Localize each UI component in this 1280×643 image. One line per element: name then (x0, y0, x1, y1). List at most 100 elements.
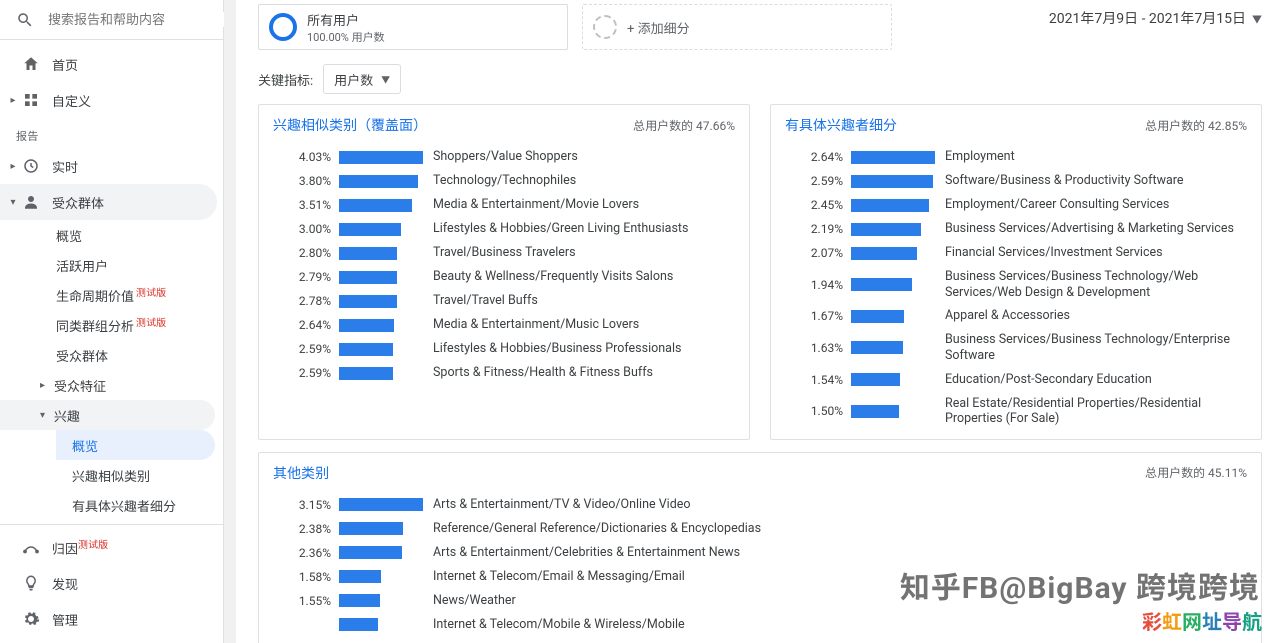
table-row[interactable]: 1.94%Business Services/Business Technolo… (771, 265, 1261, 304)
table-row[interactable]: 2.59%Software/Business & Productivity So… (771, 169, 1261, 193)
nav-audience[interactable]: ▾ 受众群体 (0, 184, 217, 220)
table-row[interactable]: Internet & Telecom/Mobile & Wireless/Mob… (259, 613, 1261, 637)
row-pct: 1.54% (785, 373, 843, 387)
card-affinity: 兴趣相似类别（覆盖面） 总用户数的 47.66% 4.03%Shoppers/V… (258, 104, 750, 440)
bar (339, 498, 423, 511)
row-pct: 3.80% (273, 174, 331, 188)
sidebar-scrollbar[interactable] (224, 0, 236, 643)
nav-custom[interactable]: ▸ 自定义 (0, 82, 223, 118)
nav-audience-audiences[interactable]: 受众群体 (56, 340, 223, 370)
row-label: Real Estate/Residential Properties/Resid… (945, 396, 1247, 427)
nav-user-attr[interactable]: ▸ 受众特征 (0, 370, 223, 400)
bar-wrap (339, 199, 423, 212)
row-pct: 1.63% (785, 341, 843, 355)
nav-interest-overview[interactable]: 概览 (56, 430, 215, 460)
nav-interest-affinity[interactable]: 兴趣相似类别 (72, 460, 223, 490)
card-title[interactable]: 其他类别 (273, 463, 329, 483)
row-label: Employment (945, 149, 1247, 165)
search-input[interactable] (48, 12, 224, 27)
table-row[interactable]: 2.78%Travel/Travel Buffs (259, 289, 749, 313)
caret-icon: ▸ (8, 95, 18, 106)
bar-wrap (339, 546, 423, 559)
table-row[interactable]: 1.55%News/Weather (259, 589, 1261, 613)
nav-attribution[interactable]: 归因测试版 (0, 529, 223, 565)
row-pct: 1.55% (273, 594, 331, 608)
table-row[interactable]: 3.80%Technology/Technophiles (259, 169, 749, 193)
table-row[interactable]: 1.67%Apparel & Accessories (771, 304, 1261, 328)
row-label: Beauty & Wellness/Frequently Visits Salo… (433, 269, 735, 285)
bar-wrap (339, 367, 423, 380)
nav-interest-inmarket[interactable]: 有具体兴趣者细分 (72, 490, 223, 520)
card-other: 其他类别 总用户数的 45.11% 3.15%Arts & Entertainm… (258, 452, 1262, 643)
bar-wrap (851, 373, 935, 386)
bar (339, 343, 393, 356)
table-row[interactable]: 1.50%Real Estate/Residential Properties/… (771, 392, 1261, 431)
nav-admin[interactable]: 管理 (0, 601, 223, 637)
table-row[interactable]: 2.79%Beauty & Wellness/Frequently Visits… (259, 265, 749, 289)
table-row[interactable]: 2.59%Lifestyles & Hobbies/Business Profe… (259, 337, 749, 361)
nav-scroll: 首页 ▸ 自定义 报告 ▸ 实时 ▾ 受众群体 概览 活跃用户 生命周期价值 (0, 40, 223, 524)
nav-realtime[interactable]: ▸ 实时 (0, 148, 223, 184)
metric-value: 用户数 (334, 70, 373, 89)
table-row[interactable]: 1.58%Internet & Telecom/Email & Messagin… (259, 565, 1261, 589)
table-row[interactable]: 3.15%Arts & Entertainment/TV & Video/Onl… (259, 493, 1261, 517)
table-row[interactable]: 4.03%Shoppers/Value Shoppers (259, 145, 749, 169)
sidebar: 首页 ▸ 自定义 报告 ▸ 实时 ▾ 受众群体 概览 活跃用户 生命周期价值 (0, 0, 224, 643)
bar (851, 223, 921, 236)
bar (339, 546, 402, 559)
segment-add[interactable]: + 添加细分 (582, 4, 892, 50)
date-range-selector[interactable]: 2021年7月9日 - 2021年7月15日 ▼ (1049, 4, 1262, 28)
nav-discover[interactable]: 发现 (0, 565, 223, 601)
bar-wrap (339, 175, 423, 188)
card-summary: 总用户数的 45.11% (1145, 464, 1247, 481)
nav-home[interactable]: 首页 (0, 46, 223, 82)
bar (339, 175, 418, 188)
nav-audience-overview[interactable]: 概览 (56, 220, 223, 250)
table-row[interactable]: 2.07%Financial Services/Investment Servi… (771, 241, 1261, 265)
home-icon (20, 55, 42, 73)
bar-wrap (851, 247, 935, 260)
bar-wrap (339, 271, 423, 284)
table-row[interactable]: 1.54%Education/Post-Secondary Education (771, 368, 1261, 392)
attribution-icon (20, 538, 42, 556)
nav-interest[interactable]: ▾ 兴趣 (0, 400, 215, 430)
nav-audience-ltv[interactable]: 生命周期价值 (56, 280, 223, 310)
row-pct: 2.07% (785, 246, 843, 260)
nav-label: 自定义 (52, 91, 91, 110)
chevron-down-icon: ▼ (381, 73, 390, 86)
table-row[interactable]: 2.80%Travel/Business Travelers (259, 241, 749, 265)
row-label: Apparel & Accessories (945, 308, 1247, 324)
nav-label: 发现 (52, 574, 78, 593)
table-row[interactable]: 2.64%Media & Entertainment/Music Lovers (259, 313, 749, 337)
table-row[interactable]: 2.45%Employment/Career Consulting Servic… (771, 193, 1261, 217)
table-row[interactable]: 2.64%Employment (771, 145, 1261, 169)
bar (339, 151, 423, 164)
nav-label: 实时 (52, 157, 78, 176)
nav-audience-active[interactable]: 活跃用户 (56, 250, 223, 280)
table-row[interactable]: 2.36%Arts & Entertainment/Celebrities & … (259, 541, 1261, 565)
table-row[interactable]: 2.59%Sports & Fitness/Health & Fitness B… (259, 361, 749, 385)
row-pct: 2.78% (273, 294, 331, 308)
bar (339, 319, 394, 332)
row-label: Media & Entertainment/Movie Lovers (433, 197, 735, 213)
nav-audience-cohort[interactable]: 同类群组分析 (56, 310, 223, 340)
bar-wrap (851, 223, 935, 236)
table-row[interactable]: 1.63%Business Services/Business Technolo… (771, 328, 1261, 367)
metric-dropdown[interactable]: 用户数 ▼ (323, 64, 401, 94)
row-pct: 2.38% (273, 522, 331, 536)
bar-wrap (851, 405, 935, 418)
card-title[interactable]: 兴趣相似类别（覆盖面） (273, 115, 427, 135)
metric-label: 关键指标: (258, 70, 313, 89)
segment-all-users[interactable]: 所有用户 100.00% 用户数 (258, 4, 568, 50)
table-row[interactable]: 3.51%Media & Entertainment/Movie Lovers (259, 193, 749, 217)
card-title[interactable]: 有具体兴趣者细分 (785, 115, 897, 135)
nav-section-reports: 报告 (0, 118, 223, 148)
table-row[interactable]: 3.00%Lifestyles & Hobbies/Green Living E… (259, 217, 749, 241)
bar-wrap (339, 343, 423, 356)
bar-wrap (851, 310, 935, 323)
row-label: Sports & Fitness/Health & Fitness Buffs (433, 365, 735, 381)
caret-icon: ▾ (40, 410, 54, 421)
row-pct: 3.15% (273, 498, 331, 512)
table-row[interactable]: 2.38%Reference/General Reference/Diction… (259, 517, 1261, 541)
table-row[interactable]: 2.19%Business Services/Advertising & Mar… (771, 217, 1261, 241)
